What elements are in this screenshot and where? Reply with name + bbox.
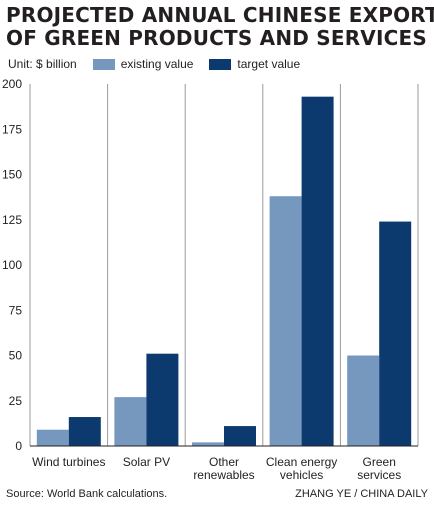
bar-target-3 [301,96,334,447]
bar-target-2 [224,426,256,446]
x-category-label-2-line-1: renewables [193,468,254,482]
x-category-label-3-line-1: vehicles [280,468,323,482]
x-category-label-2-line-0: Other [209,455,239,469]
x-category-label-3: Clean energy vehicles [266,455,337,482]
bar-target-1 [146,353,179,446]
bar-existing-1 [114,397,147,446]
y-tick-label-5: 125 [2,213,22,227]
y-tick-label-8: 200 [2,77,22,91]
legend: Unit: $ billion existing value target va… [8,56,300,72]
x-category-label-3-line-0: Clean energy [266,455,337,469]
y-tick-label-2: 50 [9,349,23,363]
x-category-label-1-line-0: Solar PV [123,455,170,469]
legend-item-target: target value [209,57,300,71]
chart-title: PROJECTED ANNUAL CHINESE EXPORTS OF GREE… [6,3,434,50]
bar-existing-4 [347,355,380,446]
bar-target-4 [379,221,412,446]
legend-label-target: target value [237,57,301,71]
legend-swatch-existing [92,58,115,70]
x-category-label-1: Solar PV [123,455,170,469]
y-tick-label-6: 150 [2,168,22,182]
source-note: Source: World Bank calculations. [6,488,168,500]
x-category-label-2: Other renewables [193,455,254,482]
x-category-label-0: Wind turbines [32,455,105,469]
legend-item-existing: existing value [92,57,194,71]
bar-existing-0 [36,429,69,446]
bar-existing-2 [192,442,224,446]
credit-line: ZHANG YE / CHINA DAILY [295,488,428,500]
x-category-label-0-line-0: Wind turbines [32,455,105,469]
bar-existing-3 [269,196,302,446]
legend-label-existing: existing value [120,57,194,71]
y-tick-label-0: 0 [15,439,22,453]
y-tick-label-7: 175 [2,122,22,136]
chart-title-line-1: PROJECTED ANNUAL CHINESE EXPORTS [6,3,434,27]
x-category-label-4-line-1: services [357,468,401,482]
chart-title-line-2: OF GREEN PRODUCTS AND SERVICES [6,26,427,50]
bar-target-0 [68,417,101,446]
x-category-label-4-line-0: Green [363,455,396,469]
y-tick-label-3: 75 [9,303,23,317]
unit-label: Unit: $ billion [8,57,77,71]
y-tick-label-4: 100 [2,258,22,272]
x-category-label-4: Green services [357,455,401,482]
y-tick-label-1: 25 [9,394,23,408]
legend-swatch-target [209,58,232,70]
